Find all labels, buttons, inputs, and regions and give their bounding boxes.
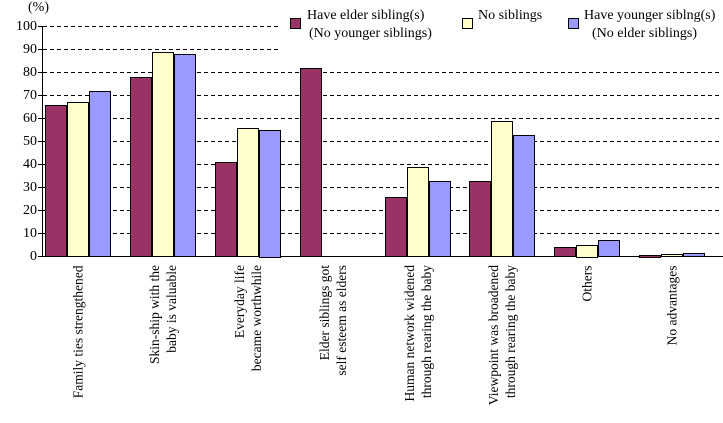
legend-swatch-younger-siblings-icon	[568, 18, 579, 29]
legend-item-elder-siblings: Have elder sibling(s) (No younger siblin…	[307, 7, 432, 43]
y-axis-tick-label: 10	[23, 225, 37, 241]
x-axis-category-label-line: Others	[579, 265, 595, 301]
y-axis-tick	[38, 233, 43, 234]
x-axis-category-label-line: through rearing the baby	[418, 265, 434, 399]
legend-label-line: (No younger siblings)	[309, 26, 432, 41]
x-axis-category-label: Skin-ship with the baby is valuable	[146, 265, 180, 417]
bar-series3-cat7	[598, 240, 621, 258]
y-axis-tick	[38, 210, 43, 211]
bar-series1-cat2	[129, 77, 152, 258]
y-axis-tick-label: 100	[16, 18, 37, 34]
bar-series2-cat2	[151, 51, 174, 258]
bar-series2-cat6	[491, 120, 514, 258]
bar-series2-cat3	[236, 127, 259, 258]
y-axis-tick	[38, 72, 43, 73]
bar-series3-cat2	[173, 54, 196, 258]
bar-series1-cat6	[469, 180, 492, 258]
y-axis-tick	[38, 141, 43, 142]
gridline-30	[43, 187, 722, 188]
y-axis-tick	[38, 164, 43, 165]
gridline-60	[43, 118, 722, 119]
legend-item-younger-siblings: Have younger siblng(s) (No elder sibling…	[584, 7, 715, 43]
y-axis-tick-label: 0	[30, 248, 37, 264]
x-axis-category-label: Viewpoint was broadened through rearing t…	[485, 265, 519, 417]
bar-series1-cat1	[45, 104, 67, 258]
x-axis-category-label-line: Viewpoint was broadened	[486, 265, 502, 406]
x-axis-category-label: Elder siblings got self esteem as elders	[316, 265, 350, 417]
x-axis-category-label-line: Human network widened	[401, 265, 417, 402]
legend: Have elder sibling(s) (No younger siblin…	[281, 0, 723, 57]
x-axis-category-label-line: through rearing the baby	[503, 265, 519, 399]
legend-item-no-siblings: No siblings	[478, 7, 542, 25]
bar-series2-cat7	[576, 245, 599, 258]
legend-label-line: No siblings	[478, 8, 543, 23]
y-axis-tick-label: 50	[23, 133, 37, 149]
x-axis-category-label: Others	[579, 265, 596, 417]
bar-series1-cat7	[554, 247, 577, 258]
y-axis-tick-label: 80	[23, 64, 37, 80]
gridline-20	[43, 210, 722, 211]
x-axis-category-label-line: baby is valuable	[163, 265, 179, 353]
y-axis-tick	[38, 187, 43, 188]
x-axis-category-label-line: Skin-ship with the	[146, 265, 162, 365]
bar-series2-cat5	[406, 166, 429, 258]
y-axis-tick	[38, 49, 43, 50]
x-axis-category-label-line: self esteem as elders	[333, 265, 349, 376]
bar-series3-cat3	[258, 130, 281, 258]
x-axis-category-label-line: Family ties strengthened	[70, 265, 86, 398]
legend-swatch-elder-siblings-icon	[290, 18, 301, 29]
bar-series3-cat6	[513, 134, 536, 258]
gridline-50	[43, 141, 722, 142]
y-axis-tick	[38, 26, 43, 27]
x-axis-category-label-line: Elder siblings got	[316, 265, 332, 361]
x-axis-category-label-line: became worthwhile	[248, 265, 264, 372]
bar-series1-cat5	[384, 196, 407, 258]
y-axis-unit-label: (%)	[28, 0, 49, 15]
gridline-40	[43, 164, 722, 165]
bar-series2-cat1	[67, 102, 89, 258]
bar-series3-cat5	[428, 180, 451, 258]
bar-series1-cat3	[214, 162, 237, 258]
x-axis-category-label: Family ties strengthened	[70, 265, 87, 417]
x-axis-category-label: Everyday life became worthwhile	[231, 265, 265, 417]
gridline-80	[43, 72, 722, 73]
bar-series1-cat4	[299, 67, 322, 258]
y-axis-tick	[38, 95, 43, 96]
y-axis-tick	[38, 118, 43, 119]
x-axis	[42, 256, 723, 257]
y-axis-tick-label: 60	[23, 110, 37, 126]
y-axis-tick-label: 30	[23, 179, 37, 195]
gridline-10	[43, 233, 722, 234]
x-axis-category-label: No advantages	[664, 265, 681, 417]
y-axis-tick-label: 90	[23, 41, 37, 57]
gridline-70	[43, 95, 722, 96]
bar-series3-cat8	[683, 253, 706, 258]
bar-series2-cat8	[661, 254, 684, 258]
legend-swatch-no-siblings-icon	[462, 18, 473, 29]
y-axis-tick-label: 20	[23, 202, 37, 218]
y-axis-tick-label: 40	[23, 156, 37, 172]
x-axis-category-label-line: No advantages	[664, 265, 680, 345]
bar-series3-cat1	[89, 90, 111, 258]
legend-label-line: (No elder siblings)	[592, 26, 697, 41]
x-axis-category-label-line: Everyday life	[231, 265, 247, 339]
x-axis-category-label: Human network widened through rearing the…	[401, 265, 435, 417]
legend-label-line: Have elder sibling(s)	[307, 8, 425, 23]
legend-label-line: Have younger siblng(s)	[584, 8, 716, 23]
bar-series1-cat8	[639, 255, 662, 258]
y-axis-tick-label: 70	[23, 87, 37, 103]
y-axis-tick	[38, 256, 43, 257]
